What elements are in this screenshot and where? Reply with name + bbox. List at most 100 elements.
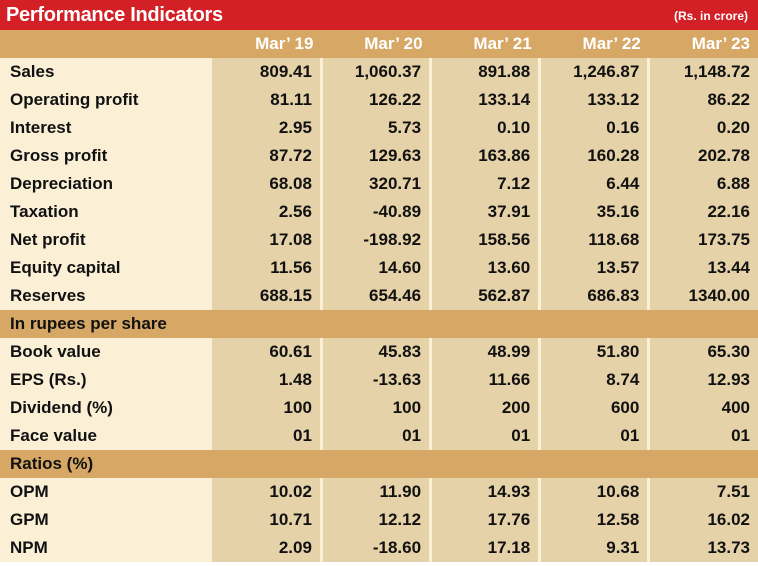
value-cell: 1340.00 xyxy=(648,282,758,310)
value-cell: 686.83 xyxy=(539,282,651,310)
value-cell: 01 xyxy=(321,422,433,450)
table-row: Face value 01 01 01 01 01 xyxy=(0,422,758,450)
value-cell: 133.12 xyxy=(539,86,651,114)
table-row: EPS (Rs.) 1.48 -13.63 11.66 8.74 12.93 xyxy=(0,366,758,394)
value-cell: 1,148.72 xyxy=(648,58,758,86)
value-cell: 13.57 xyxy=(539,254,651,282)
value-cell: 126.22 xyxy=(321,86,433,114)
value-cell: 14.93 xyxy=(430,478,542,506)
value-cell: 9.31 xyxy=(539,534,651,562)
row-label: OPM xyxy=(0,478,213,506)
row-label: NPM xyxy=(0,534,213,562)
value-cell: 16.02 xyxy=(648,506,758,534)
value-cell: 5.73 xyxy=(321,114,433,142)
table-row: Equity capital 11.56 14.60 13.60 13.57 13.44 xyxy=(0,254,758,282)
row-label: Net profit xyxy=(0,226,213,254)
header-row: Mar’ 19 Mar’ 20 Mar’ 21 Mar’ 22 Mar’ 23 xyxy=(0,30,758,58)
value-cell: 12.58 xyxy=(539,506,651,534)
value-cell: 22.16 xyxy=(648,198,758,226)
table-row: OPM 10.02 11.90 14.93 10.68 7.51 xyxy=(0,478,758,506)
value-cell: 2.09 xyxy=(212,534,323,562)
value-cell: 87.72 xyxy=(212,142,323,170)
section-row: Ratios (%) xyxy=(0,450,758,478)
row-label: Taxation xyxy=(0,198,213,226)
table-row: Reserves 688.15 654.46 562.87 686.83 1340.00 xyxy=(0,282,758,310)
value-cell: 809.41 xyxy=(212,58,323,86)
value-cell: 10.68 xyxy=(539,478,651,506)
section-row: In rupees per share xyxy=(0,310,758,338)
value-cell: 163.86 xyxy=(430,142,542,170)
value-cell: 173.75 xyxy=(648,226,758,254)
value-cell: 11.66 xyxy=(430,366,542,394)
value-cell: 2.95 xyxy=(212,114,323,142)
value-cell: 51.80 xyxy=(539,338,651,366)
value-cell: 600 xyxy=(539,394,651,422)
indicators-table: Mar’ 19 Mar’ 20 Mar’ 21 Mar’ 22 Mar’ 23 Sales… xyxy=(0,30,758,562)
value-cell: 688.15 xyxy=(212,282,323,310)
table-row: Interest 2.95 5.73 0.10 0.16 0.20 xyxy=(0,114,758,142)
value-cell: 10.71 xyxy=(212,506,323,534)
row-label: Book value xyxy=(0,338,213,366)
value-cell: 133.14 xyxy=(430,86,542,114)
value-cell: -198.92 xyxy=(321,226,433,254)
column-header: Mar’ 23 xyxy=(648,30,758,58)
value-cell: 6.88 xyxy=(648,170,758,198)
value-cell: 01 xyxy=(539,422,651,450)
value-cell: 891.88 xyxy=(430,58,542,86)
row-label: Dividend (%) xyxy=(0,394,213,422)
value-cell: 1,060.37 xyxy=(321,58,433,86)
value-cell: 14.60 xyxy=(321,254,433,282)
table-row: Depreciation 68.08 320.71 7.12 6.44 6.88 xyxy=(0,170,758,198)
value-cell: 10.02 xyxy=(212,478,323,506)
value-cell: 13.44 xyxy=(648,254,758,282)
panel-title: Performance Indicators xyxy=(6,4,223,26)
value-cell: 68.08 xyxy=(212,170,323,198)
row-label: EPS (Rs.) xyxy=(0,366,213,394)
value-cell: 0.16 xyxy=(539,114,651,142)
row-label: Sales xyxy=(0,58,213,86)
table-row: Dividend (%) 100 100 200 600 400 xyxy=(0,394,758,422)
section-heading: Ratios (%) xyxy=(0,450,758,478)
value-cell: 0.10 xyxy=(430,114,542,142)
value-cell: 118.68 xyxy=(539,226,651,254)
column-header: Mar’ 20 xyxy=(321,30,431,58)
value-cell: 13.60 xyxy=(430,254,542,282)
value-cell: 17.08 xyxy=(212,226,323,254)
value-cell: 45.83 xyxy=(321,338,433,366)
value-cell: 1,246.87 xyxy=(539,58,651,86)
value-cell: 320.71 xyxy=(321,170,433,198)
row-label: GPM xyxy=(0,506,213,534)
row-label: Reserves xyxy=(0,282,213,310)
value-cell: 129.63 xyxy=(321,142,433,170)
title-bar: Performance Indicators (Rs. in crore) xyxy=(0,0,758,30)
table-row: Book value 60.61 45.83 48.99 51.80 65.30 xyxy=(0,338,758,366)
value-cell: 400 xyxy=(648,394,758,422)
value-cell: 200 xyxy=(430,394,542,422)
value-cell: 100 xyxy=(321,394,433,422)
value-cell: 0.20 xyxy=(648,114,758,142)
row-label: Face value xyxy=(0,422,213,450)
value-cell: 65.30 xyxy=(648,338,758,366)
table-row: Sales 809.41 1,060.37 891.88 1,246.87 1,148.7… xyxy=(0,58,758,86)
value-cell: 2.56 xyxy=(212,198,323,226)
column-header: Mar’ 22 xyxy=(539,30,649,58)
row-label: Depreciation xyxy=(0,170,213,198)
row-label: Gross profit xyxy=(0,142,213,170)
table-row: Taxation 2.56 -40.89 37.91 35.16 22.16 xyxy=(0,198,758,226)
value-cell: 1.48 xyxy=(212,366,323,394)
value-cell: 01 xyxy=(648,422,758,450)
value-cell: -18.60 xyxy=(321,534,433,562)
row-label: Interest xyxy=(0,114,213,142)
table-row: Gross profit 87.72 129.63 163.86 160.28 202.7… xyxy=(0,142,758,170)
value-cell: 12.12 xyxy=(321,506,433,534)
table-row: GPM 10.71 12.12 17.76 12.58 16.02 xyxy=(0,506,758,534)
value-cell: -40.89 xyxy=(321,198,433,226)
value-cell: 17.18 xyxy=(430,534,542,562)
value-cell: 160.28 xyxy=(539,142,651,170)
value-cell: 37.91 xyxy=(430,198,542,226)
section-heading: In rupees per share xyxy=(0,310,758,338)
value-cell: 7.51 xyxy=(648,478,758,506)
value-cell: 81.11 xyxy=(212,86,323,114)
value-cell: 12.93 xyxy=(648,366,758,394)
